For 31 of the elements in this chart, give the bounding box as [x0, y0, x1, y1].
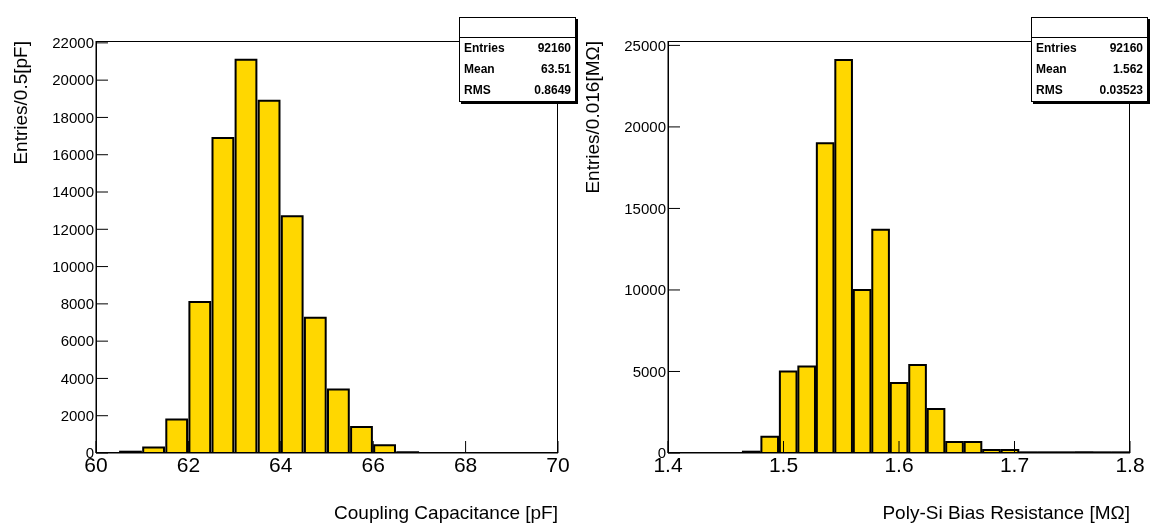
y-tick-label: 4000 — [60, 369, 94, 387]
y-tick-label: 5000 — [632, 362, 666, 380]
x-tick-label: 1.6 — [884, 452, 914, 476]
x-axis-title: Poly-Si Bias Resistance [MΩ] — [882, 502, 1130, 524]
x-tick-label: 68 — [453, 452, 478, 476]
x-tick-label: 70 — [546, 452, 570, 476]
stats-box: Entries 92160 Mean 63.51 RMS 0.8649 — [459, 17, 576, 102]
y-tick-label: 6000 — [60, 332, 94, 350]
y-axis-title: Entries/0.5[pF] — [10, 41, 32, 165]
y-tick-label: 14000 — [52, 183, 94, 201]
x-tick-label: 1.7 — [999, 452, 1030, 476]
x-tick-label: 64 — [269, 452, 293, 476]
y-tick-label: 25000 — [624, 36, 666, 54]
y-axis-title: Entries/0.016[MΩ] — [582, 41, 604, 194]
y-tick-label: 22000 — [52, 34, 94, 52]
stats-box: Entries 92160 Mean 1.562 RMS 0.03523 — [1031, 17, 1148, 102]
y-tick-label: 2000 — [60, 407, 94, 425]
x-axis-title: Coupling Capacitance [pF] — [334, 502, 558, 524]
x-tick-label: 1.5 — [768, 452, 799, 476]
y-tick-label: 15000 — [624, 199, 666, 217]
y-tick-label: 12000 — [52, 220, 94, 238]
y-tick-label: 10000 — [624, 281, 666, 299]
y-tick-label: 16000 — [52, 146, 94, 164]
y-tick-label: 20000 — [624, 118, 666, 136]
y-tick-label: 8000 — [60, 295, 94, 313]
x-tick-label: 1.8 — [1115, 452, 1145, 476]
y-tick-label: 10000 — [52, 257, 94, 275]
y-tick-label: 18000 — [52, 108, 94, 126]
x-tick-label: 62 — [176, 452, 201, 476]
x-tick-label: 66 — [361, 452, 385, 476]
y-tick-label: 20000 — [52, 71, 94, 89]
